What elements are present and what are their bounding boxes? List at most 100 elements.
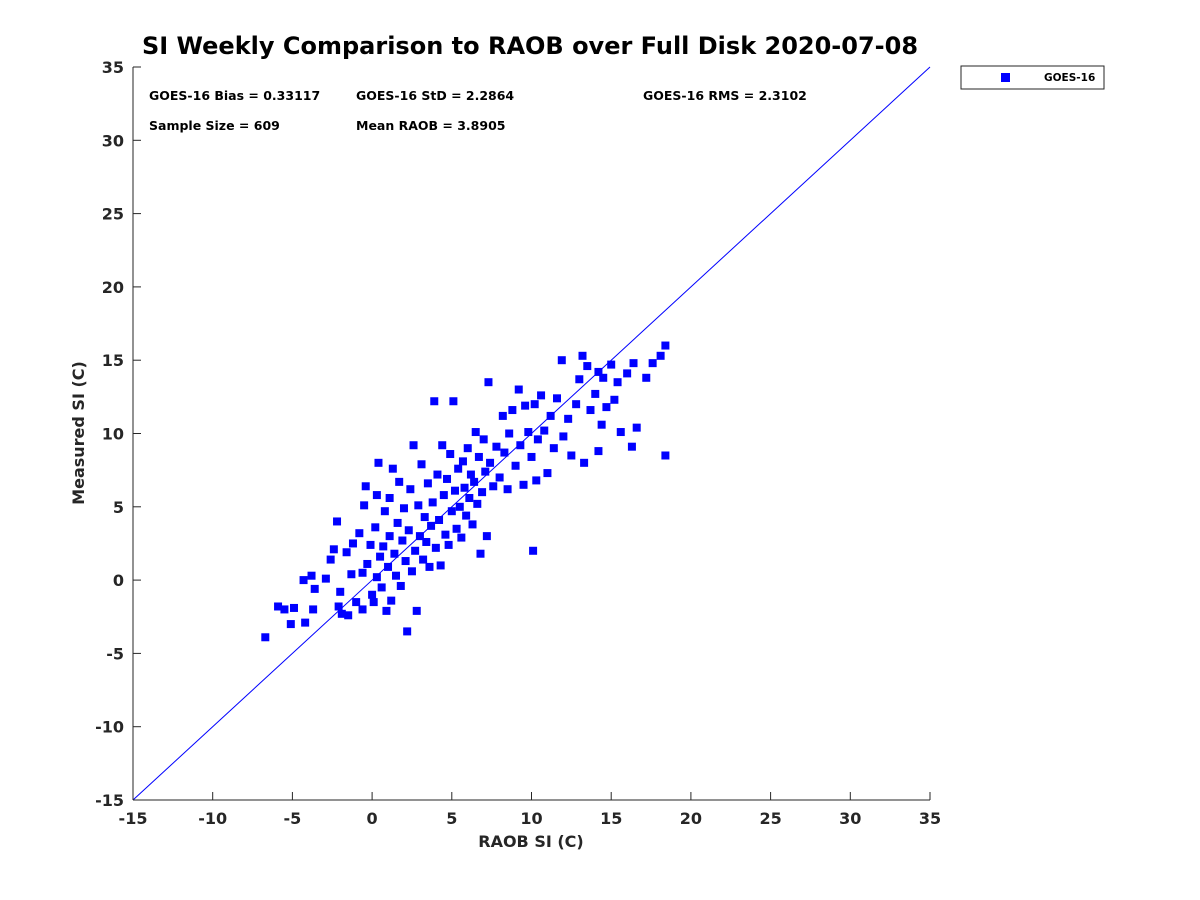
data-point	[398, 536, 407, 545]
data-point	[503, 485, 512, 494]
data-point	[500, 448, 509, 457]
data-point	[602, 403, 611, 412]
stat-bias: GOES-16 Bias = 0.33117	[149, 88, 320, 103]
data-point	[473, 499, 482, 508]
data-point	[377, 583, 386, 592]
data-point	[511, 461, 520, 470]
data-point	[360, 501, 369, 510]
data-point	[450, 486, 459, 495]
stat-rms: GOES-16 RMS = 2.3102	[643, 88, 807, 103]
data-point	[336, 587, 345, 596]
y-tick-label: 15	[102, 351, 124, 370]
data-point	[423, 479, 432, 488]
data-point	[355, 529, 364, 538]
data-point	[546, 411, 555, 420]
data-point	[508, 406, 517, 415]
data-point	[406, 485, 415, 494]
data-point	[433, 470, 442, 479]
legend-marker-square-icon	[1001, 73, 1010, 82]
data-point	[505, 429, 514, 438]
data-point	[627, 442, 636, 451]
data-point	[613, 378, 622, 387]
stat-mean-raob: Mean RAOB = 3.8905	[356, 118, 505, 133]
data-point	[586, 406, 595, 415]
data-point	[369, 598, 378, 607]
data-point	[441, 530, 450, 539]
data-point	[489, 482, 498, 491]
data-point	[348, 539, 357, 548]
data-point	[376, 552, 385, 561]
x-tick-label: 20	[680, 809, 702, 828]
data-point	[415, 532, 424, 541]
data-point	[594, 367, 603, 376]
data-point	[414, 501, 423, 510]
x-tick-label: 15	[600, 809, 622, 828]
data-point	[274, 602, 283, 611]
data-point	[530, 400, 539, 409]
data-point	[482, 532, 491, 541]
data-point	[524, 428, 533, 437]
stat-sample-size: Sample Size = 609	[149, 118, 280, 133]
x-tick-label: 30	[839, 809, 861, 828]
data-point	[361, 482, 370, 491]
data-point	[527, 452, 536, 461]
data-point	[519, 480, 528, 489]
data-point	[454, 464, 463, 473]
data-point	[333, 517, 342, 526]
data-point	[388, 464, 397, 473]
data-point	[382, 606, 391, 615]
data-point	[374, 458, 383, 467]
data-point	[431, 543, 440, 552]
plot-area: -15 -10 -5 0 5 10 15 20 25 30 35 35302520151050-5-…	[95, 58, 941, 828]
x-axis-label: RAOB SI (C)	[478, 832, 583, 851]
y-tick-label: 20	[102, 278, 124, 297]
data-point	[396, 581, 405, 590]
data-point	[642, 373, 651, 382]
data-point	[447, 507, 456, 516]
data-point	[478, 488, 487, 497]
data-point	[344, 611, 353, 620]
data-point	[326, 555, 335, 564]
data-point	[452, 524, 461, 533]
data-point	[529, 546, 538, 555]
data-point	[358, 568, 367, 577]
data-point	[399, 504, 408, 513]
data-point	[470, 477, 479, 486]
y-axis-ticks: 35 30 25 20 15 10 5 0 -5 -10 -15	[95, 58, 141, 810]
data-point	[419, 555, 428, 564]
y-tick-label: 5	[113, 498, 124, 517]
data-point	[329, 545, 338, 554]
data-point	[392, 571, 401, 580]
data-point	[435, 515, 444, 524]
data-point	[495, 473, 504, 482]
data-point	[299, 576, 308, 585]
data-point	[463, 444, 472, 453]
data-point	[427, 521, 436, 530]
data-point	[564, 414, 573, 423]
data-point	[407, 567, 416, 576]
data-point	[425, 562, 434, 571]
statistics-annotations: GOES-16 Bias = 0.33117 GOES-16 StD = 2.2…	[149, 88, 807, 133]
data-point	[342, 548, 351, 557]
data-point	[409, 441, 418, 450]
data-point	[492, 442, 501, 451]
data-point	[372, 491, 381, 500]
data-point	[532, 476, 541, 485]
data-point	[486, 458, 495, 467]
data-point	[438, 441, 447, 450]
data-point	[439, 491, 448, 500]
data-point	[417, 460, 426, 469]
x-tick-label: 35	[919, 809, 941, 828]
data-point	[280, 605, 289, 614]
data-point	[468, 520, 477, 529]
legend-entry-goes16: GOES-16	[1044, 72, 1095, 84]
data-point	[372, 573, 381, 582]
data-point	[289, 603, 298, 612]
data-point	[656, 351, 665, 360]
data-point	[549, 444, 558, 453]
x-tick-label: 25	[759, 809, 781, 828]
data-point	[385, 494, 394, 503]
x-tick-label: -15	[119, 809, 148, 828]
data-point	[466, 470, 475, 479]
